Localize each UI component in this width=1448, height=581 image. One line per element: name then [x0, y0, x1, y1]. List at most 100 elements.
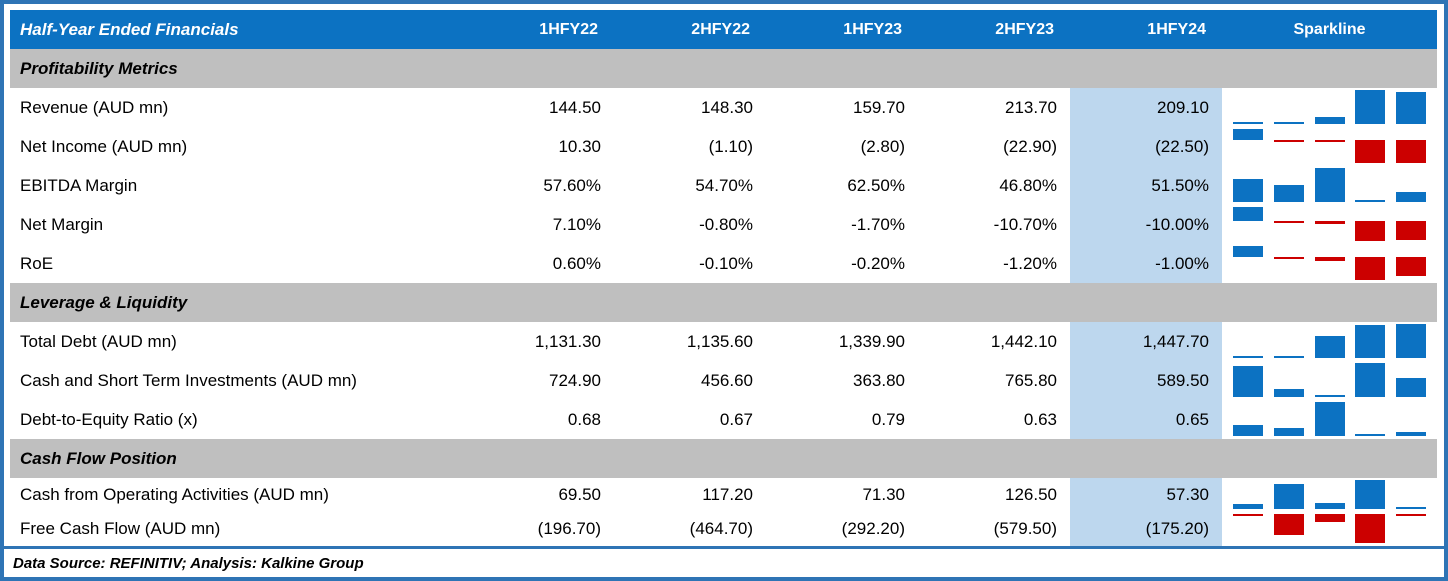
sparkline-bar [1396, 139, 1426, 163]
sparkline-bar [1314, 514, 1345, 523]
value-cell: (1.10) [708, 136, 753, 156]
sparkline-bar [1396, 220, 1426, 240]
sparkline [1233, 129, 1426, 163]
value-cell: -0.10% [699, 253, 753, 273]
financials-table: Half-Year Ended Financials 1HFY22 2HFY22 1… [10, 10, 1437, 546]
value-cell-highlighted: (175.20) [1070, 512, 1222, 546]
value-cell: (292.20) [841, 519, 905, 538]
section-header-row: Leverage & Liquidity [10, 283, 1437, 322]
row-label: Total Debt (AUD mn) [20, 331, 177, 351]
row-label: Cash and Short Term Investments (AUD mn) [20, 370, 357, 390]
value-cell: (196.70) [537, 519, 601, 538]
section-title: Profitability Metrics [20, 58, 178, 78]
value-cell: 57.60% [543, 175, 601, 195]
sparkline-bar [1396, 257, 1426, 277]
column-header: 1HFY23 [843, 20, 902, 38]
sparkline [1233, 324, 1426, 358]
sparkline [1233, 90, 1426, 124]
row-label: Free Cash Flow (AUD mn) [20, 519, 221, 538]
sparkline-bar [1314, 503, 1345, 509]
sparkline [1233, 207, 1426, 241]
value-cell: 71.30 [862, 485, 905, 504]
row-label: Net Margin [20, 214, 104, 234]
column-header: 1HFY22 [539, 20, 598, 38]
table-row: Debt-to-Equity Ratio (x) 0.68 0.67 0.79 0.63… [10, 400, 1437, 439]
table-row: Revenue (AUD mn) 144.50 148.30 159.70 213.70… [10, 88, 1437, 127]
sparkline-bar [1233, 207, 1263, 221]
sparkline-bar [1273, 427, 1304, 436]
value-cell: 1,339.90 [838, 331, 905, 351]
row-label: RoE [20, 253, 54, 273]
value-cell-highlighted: 0.65 [1070, 400, 1222, 439]
value-cell: -1.20% [1003, 253, 1057, 273]
sparkline-bar [1355, 200, 1386, 202]
value-cell: 0.68 [567, 409, 601, 429]
footer-divider-rule [0, 546, 1448, 549]
value-cell-highlighted: -10.00% [1070, 205, 1222, 244]
sparkline-bar [1233, 246, 1263, 258]
value-cell: 1,442.10 [990, 331, 1057, 351]
sparkline-bar [1314, 220, 1345, 224]
data-source-note: Data Source: REFINITIV; Analysis: Kalkin… [13, 554, 364, 572]
column-header: 2HFY22 [691, 20, 750, 38]
sparkline-bar [1273, 483, 1304, 509]
value-cell: -1.70% [851, 214, 905, 234]
table-title: Half-Year Ended Financials [20, 19, 239, 39]
value-cell-highlighted: (22.50) [1070, 127, 1222, 166]
sparkline-bar [1273, 514, 1304, 535]
sparkline-cell [1222, 205, 1437, 244]
sparkline-bar [1233, 425, 1263, 436]
row-label: Debt-to-Equity Ratio (x) [20, 409, 198, 429]
sparkline-bar [1314, 139, 1345, 143]
value-cell: -10.70% [993, 214, 1057, 234]
table-row: Total Debt (AUD mn) 1,131.30 1,135.60 1,339… [10, 322, 1437, 361]
sparkline-bar [1314, 116, 1345, 124]
sparkline [1233, 246, 1426, 280]
sparkline-bar [1273, 122, 1304, 124]
value-cell: 10.30 [558, 136, 601, 156]
value-cell: 126.50 [1005, 485, 1057, 504]
section-title: Leverage & Liquidity [20, 292, 188, 312]
value-cell: 54.70% [695, 175, 753, 195]
section-header-row: Profitability Metrics [10, 49, 1437, 88]
sparkline-bar [1355, 324, 1386, 358]
sparkline-cell [1222, 478, 1437, 512]
sparkline-bar [1233, 366, 1263, 397]
value-cell: 7.10% [552, 214, 601, 234]
sparkline-bar [1355, 139, 1386, 163]
value-cell: 0.60% [552, 253, 601, 273]
sparkline-bar [1396, 507, 1426, 509]
sparkline-bar [1233, 514, 1263, 516]
sparkline-bar [1355, 90, 1386, 124]
value-cell: 69.50 [558, 485, 601, 504]
sparkline-bar [1273, 139, 1304, 142]
sparkline-bar [1314, 335, 1345, 358]
sparkline-bar [1273, 389, 1304, 397]
sparkline-bar [1314, 395, 1345, 397]
value-cell: -0.80% [699, 214, 753, 234]
row-label: Revenue (AUD mn) [20, 97, 169, 117]
sparkline-bar [1396, 324, 1426, 358]
column-header: 1HFY24 [1147, 20, 1206, 38]
sparkline-bar [1233, 178, 1263, 202]
value-cell: -0.20% [851, 253, 905, 273]
sparkline-bar [1273, 257, 1304, 260]
sparkline-bar [1273, 184, 1304, 202]
sparkline [1233, 480, 1426, 509]
sparkline-bar [1314, 402, 1345, 436]
table-row: Cash from Operating Activities (AUD mn) 6… [10, 478, 1437, 512]
sparkline-cell [1222, 127, 1437, 166]
sparkline-bar [1233, 503, 1263, 509]
value-cell-highlighted: -1.00% [1070, 244, 1222, 283]
sparkline-bar [1233, 356, 1263, 358]
value-cell-highlighted: 57.30 [1070, 478, 1222, 512]
row-label: Net Income (AUD mn) [20, 136, 188, 156]
sparkline-bar [1233, 129, 1263, 140]
table-row: Net Income (AUD mn) 10.30 (1.10) (2.80) (22.… [10, 127, 1437, 166]
value-cell: 0.67 [719, 409, 753, 429]
table-row: RoE 0.60% -0.10% -0.20% -1.20% -1.00% [10, 244, 1437, 283]
value-cell: 0.63 [1023, 409, 1057, 429]
value-cell: 456.60 [701, 370, 753, 390]
row-label: Cash from Operating Activities (AUD mn) [20, 485, 329, 504]
